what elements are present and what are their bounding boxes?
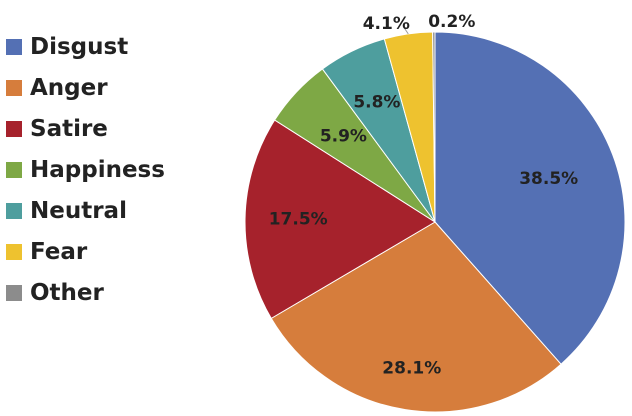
legend-label-satire: Satire [30,116,108,142]
data-label-anger: 28.1% [382,358,441,378]
legend-label-happiness: Happiness [30,157,165,183]
data-label-disgust: 38.5% [519,169,578,189]
legend-label-disgust: Disgust [30,34,128,60]
legend-label-neutral: Neutral [30,198,127,224]
slice-other [432,31,436,223]
data-label-satire: 17.5% [269,210,328,230]
slice-satire [244,119,436,320]
data-label-neutral: 5.8% [353,92,400,112]
leader-line-fear [403,27,409,35]
legend-label-other: Other [30,280,105,306]
legend-label-anger: Anger [30,75,108,101]
legend-swatch-disgust [6,39,22,55]
legend-swatch-satire [6,121,22,137]
slice-labels: 38.5% 28.1% 17.5% 5.9% 5.8% 4.1% 0.2% [269,12,578,378]
legend-label-fear: Fear [30,239,88,265]
slice-disgust [434,31,626,365]
data-label-fear: 4.1% [363,14,410,34]
pie-slices [244,31,626,413]
data-label-happiness: 5.9% [320,126,367,146]
slice-anger [270,221,562,413]
legend-swatch-anger [6,80,22,96]
legend-swatch-other [6,285,22,301]
data-label-other: 0.2% [428,12,475,32]
legend: Disgust Anger Satire Happiness Neutral Fear Ot… [6,34,165,306]
legend-swatch-fear [6,244,22,260]
legend-swatch-happiness [6,162,22,178]
legend-swatch-neutral [6,203,22,219]
